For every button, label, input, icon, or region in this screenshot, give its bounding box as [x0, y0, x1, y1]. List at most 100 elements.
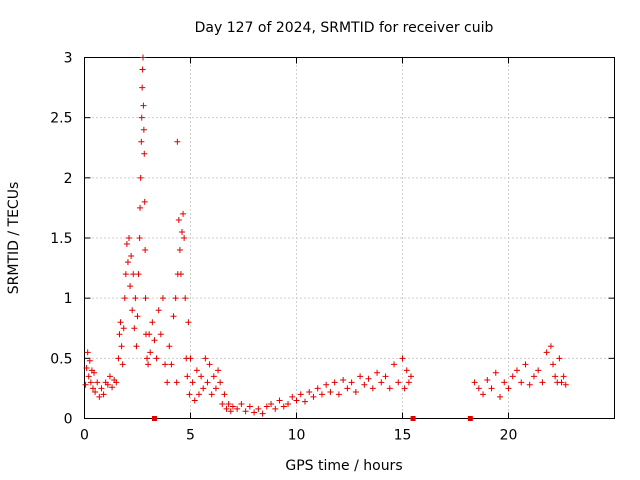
data-point: [361, 381, 368, 388]
data-point: [471, 379, 478, 386]
data-point: [92, 389, 99, 396]
data-point: [129, 307, 136, 314]
data-point: [399, 355, 406, 362]
data-points: [82, 54, 569, 417]
data-point: [301, 398, 308, 405]
data-point: [547, 343, 554, 350]
data-point: [513, 367, 520, 374]
data-point: [314, 385, 321, 392]
data-point: [535, 367, 542, 374]
data-point: [204, 379, 211, 386]
data-point: [327, 389, 334, 396]
data-point: [208, 391, 215, 398]
data-point: [238, 401, 245, 408]
data-point: [91, 369, 98, 376]
data-point: [272, 405, 279, 412]
data-point: [403, 367, 410, 374]
y-tick-label: 0: [64, 412, 73, 428]
data-point: [117, 319, 124, 326]
data-point: [480, 391, 487, 398]
x-tick-label: 0: [80, 428, 89, 444]
x-tick-label: 20: [500, 428, 518, 444]
data-point: [168, 361, 175, 368]
data-point: [522, 361, 529, 368]
data-point: [246, 403, 253, 410]
data-point: [159, 295, 166, 302]
data-point: [357, 373, 364, 380]
data-point: [386, 385, 393, 392]
data-point: [140, 54, 147, 61]
data-point: [138, 114, 145, 121]
data-point: [187, 355, 194, 362]
x-tick-label: 10: [288, 428, 306, 444]
data-point: [255, 405, 262, 412]
data-point: [145, 361, 152, 368]
data-point: [121, 295, 128, 302]
data-point: [130, 271, 137, 278]
data-point: [242, 408, 249, 415]
data-point: [285, 401, 292, 408]
data-point: [98, 385, 105, 392]
data-point: [509, 373, 516, 380]
data-point: [170, 313, 177, 320]
y-tick-label: 2.5: [50, 111, 72, 127]
data-point: [184, 373, 191, 380]
y-axis-label: SRMTID / TECUs: [6, 182, 22, 295]
data-point: [552, 373, 559, 380]
data-point: [263, 403, 270, 410]
data-point: [166, 343, 173, 350]
data-point: [200, 385, 207, 392]
data-point: [202, 355, 209, 362]
data-point: [139, 66, 146, 73]
data-point: [391, 361, 398, 368]
data-point: [151, 337, 158, 344]
data-point: [234, 405, 241, 412]
data-point: [475, 385, 482, 392]
data-point: [141, 150, 148, 157]
data-point: [276, 397, 283, 404]
y-tick-label: 3: [64, 51, 73, 67]
data-point: [128, 253, 135, 260]
data-point: [126, 235, 133, 241]
data-point: [134, 313, 141, 320]
data-point: [133, 343, 140, 350]
data-point: [505, 385, 512, 392]
data-point: [180, 210, 187, 217]
data-point: [174, 138, 181, 145]
data-point: [217, 379, 224, 386]
data-point: [185, 319, 192, 326]
y-tick-label: 0.5: [50, 351, 72, 367]
data-point: [141, 198, 148, 205]
data-point: [155, 307, 162, 314]
grid: [84, 57, 615, 419]
data-point: [87, 379, 94, 386]
data-point: [146, 331, 153, 338]
data-point: [344, 385, 351, 392]
data-point: [543, 349, 550, 356]
axis-ticks: 0 5 10 15 20 0 0.5 1 1.5 2 2.5 3: [50, 51, 615, 444]
data-point: [306, 389, 313, 396]
data-point: [176, 247, 183, 254]
data-point: [497, 393, 504, 400]
data-point: [162, 361, 169, 368]
data-point: [484, 376, 491, 383]
data-point: [335, 391, 342, 398]
data-point: [85, 373, 92, 380]
data-point: [318, 391, 325, 398]
data-point: [94, 379, 101, 386]
data-point: [113, 379, 120, 386]
data-point: [310, 393, 317, 400]
data-point: [135, 271, 142, 278]
data-point: [179, 228, 186, 235]
data-point: [195, 391, 202, 398]
x-axis-label: GPS time / hours: [285, 458, 402, 474]
data-point: [106, 373, 113, 380]
data-point: [227, 408, 234, 415]
data-point: [173, 379, 180, 386]
data-point: [138, 138, 145, 145]
data-point: [182, 295, 189, 302]
data-point: [191, 397, 198, 404]
data-point: [539, 379, 546, 386]
data-point: [340, 376, 347, 383]
